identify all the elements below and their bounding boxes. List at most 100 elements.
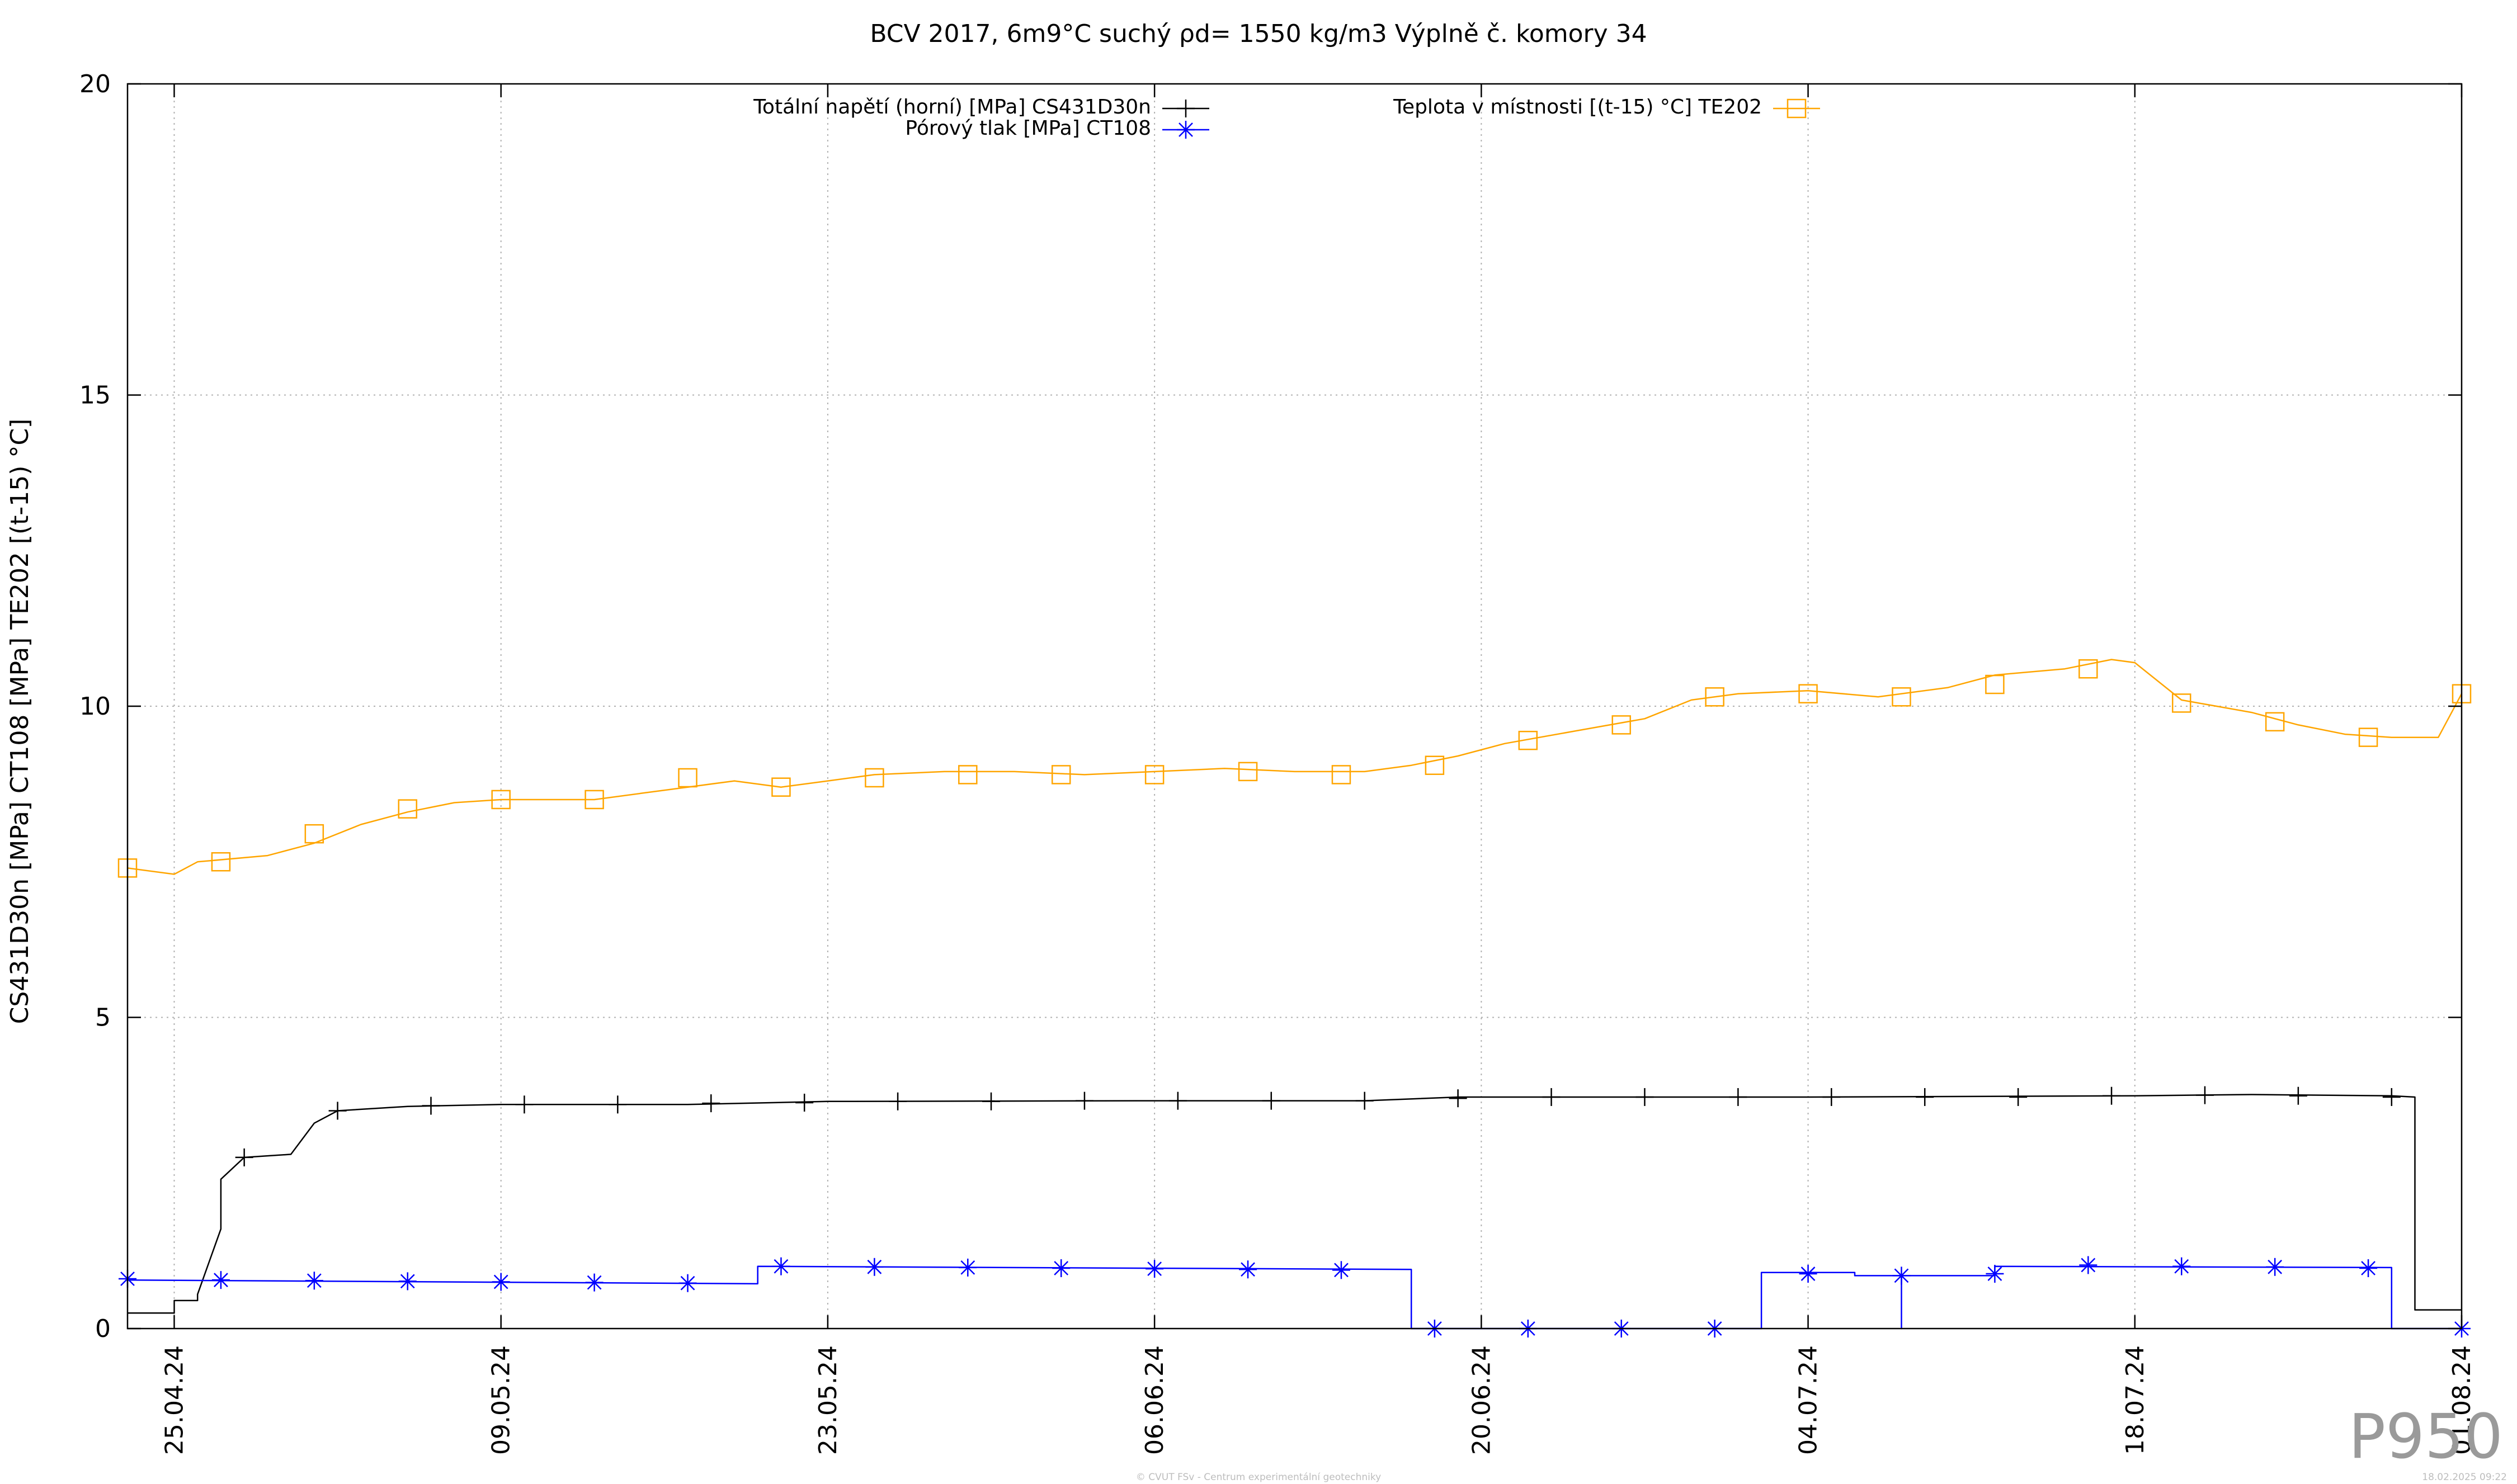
x-tick-label: 18.07.24 — [2121, 1345, 2150, 1455]
data-point — [959, 1258, 977, 1277]
data-point — [1051, 765, 1071, 784]
data-point — [2171, 693, 2191, 713]
data-point — [1144, 765, 1165, 784]
data-point — [1985, 674, 2005, 694]
data-point — [2359, 1259, 2378, 1278]
data-point — [865, 768, 884, 788]
data-point — [398, 1272, 417, 1291]
data-point — [2266, 1258, 2284, 1276]
credit-text: © CVUT FSv - Centrum experimentální geot… — [1135, 1472, 1382, 1483]
series-line-0 — [128, 1094, 2462, 1314]
x-tick-label: 23.05.24 — [814, 1345, 842, 1455]
data-point — [1146, 1260, 1164, 1278]
data-point — [304, 824, 324, 844]
x-tick-label: 04.07.24 — [1794, 1345, 1823, 1455]
data-point — [772, 1257, 790, 1275]
data-point — [1075, 1091, 1093, 1110]
data-point — [1798, 684, 1818, 703]
data-point — [515, 1095, 534, 1114]
data-point — [795, 1093, 814, 1112]
legend-marker — [1177, 100, 1195, 117]
data-point — [2195, 1086, 2214, 1104]
data-point — [2079, 1256, 2098, 1274]
data-point — [771, 777, 791, 797]
x-tick-label: 25.04.24 — [160, 1345, 188, 1455]
data-point — [1635, 1088, 1654, 1106]
data-point — [1705, 687, 1724, 707]
data-point — [1986, 1265, 2004, 1283]
x-tick-label: 09.05.24 — [487, 1345, 516, 1455]
data-point — [958, 765, 978, 784]
watermark: P950 — [2348, 1401, 2503, 1472]
data-point — [1822, 1088, 1841, 1106]
data-point — [492, 1273, 510, 1291]
data-point — [2172, 1257, 2191, 1275]
legend: Totální napětí (horní) [MPa] CS431D30nPó… — [753, 96, 1820, 140]
timestamp: 18.02.2025 09:22 — [2422, 1472, 2507, 1483]
data-point — [1238, 762, 1258, 782]
data-point — [1262, 1091, 1280, 1110]
legend-marker — [1177, 121, 1195, 139]
y-axis-label: CS431D30n [MPa] CT108 [MPa] TE202 [(t-15… — [6, 419, 34, 1024]
data-point — [1916, 1088, 1934, 1106]
data-point — [678, 1274, 697, 1292]
data-point — [491, 790, 511, 810]
data-point — [211, 852, 231, 872]
data-point — [1611, 715, 1631, 735]
series-markers — [117, 659, 2472, 1338]
data-point — [1892, 687, 1911, 707]
data-point — [1239, 1260, 1257, 1279]
data-point — [1799, 1265, 1817, 1283]
y-tick-label: 10 — [79, 692, 111, 721]
legend-marker — [1787, 98, 1807, 119]
data-point — [1168, 1091, 1187, 1110]
data-point — [585, 1273, 604, 1292]
x-tick-label: 01.08.24 — [2448, 1345, 2476, 1455]
data-point — [235, 1148, 253, 1166]
data-point — [422, 1097, 440, 1115]
data-point — [2078, 659, 2098, 679]
y-tick-label: 20 — [79, 70, 111, 98]
legend-label: Totální napětí (horní) [MPa] CS431D30n — [753, 96, 1151, 119]
y-tick-label: 15 — [79, 381, 111, 410]
data-point — [1892, 1266, 1911, 1285]
data-point — [982, 1092, 1001, 1110]
data-point — [1331, 765, 1351, 784]
chart-title: BCV 2017, 6m9°C suchý ρd= 1550 kg/m3 Výp… — [870, 20, 1647, 48]
legend-label: Pórový tlak [MPa] CT108 — [905, 117, 1151, 140]
data-point — [702, 1094, 720, 1113]
legend-label: Teplota v místnosti [(t-15) °C] TE202 — [1393, 96, 1762, 119]
data-point — [328, 1102, 347, 1120]
data-point — [1425, 755, 1445, 775]
data-point — [1355, 1091, 1374, 1110]
data-point — [1052, 1259, 1071, 1278]
data-point — [609, 1095, 627, 1114]
data-point — [2265, 712, 2285, 732]
data-point — [1449, 1089, 1467, 1108]
data-point — [585, 790, 604, 810]
data-point — [1518, 730, 1538, 750]
data-point — [1542, 1088, 1561, 1106]
data-point — [678, 768, 697, 788]
data-point — [2382, 1088, 2401, 1106]
x-tick-label: 06.06.24 — [1140, 1345, 1169, 1455]
data-point — [2289, 1086, 2307, 1105]
series-line-2 — [127, 659, 2463, 875]
data-point — [2103, 1086, 2121, 1105]
data-point — [398, 799, 418, 819]
data-point — [1729, 1088, 1747, 1106]
y-tick-label: 5 — [95, 1004, 111, 1032]
data-point — [2358, 727, 2378, 747]
x-tick-label: 20.06.24 — [1467, 1345, 1496, 1455]
data-point — [1332, 1261, 1350, 1279]
axis-ticks: 0 5 10 15 20 25.04.24 09.05.24 23.05.24 06.06.24… — [79, 70, 2476, 1455]
y-tick-label: 0 — [95, 1315, 111, 1343]
data-point — [305, 1272, 323, 1290]
series-lines — [127, 659, 2463, 1330]
data-point — [2009, 1088, 2028, 1106]
data-point — [889, 1092, 907, 1110]
series-line-1 — [127, 1265, 2462, 1330]
